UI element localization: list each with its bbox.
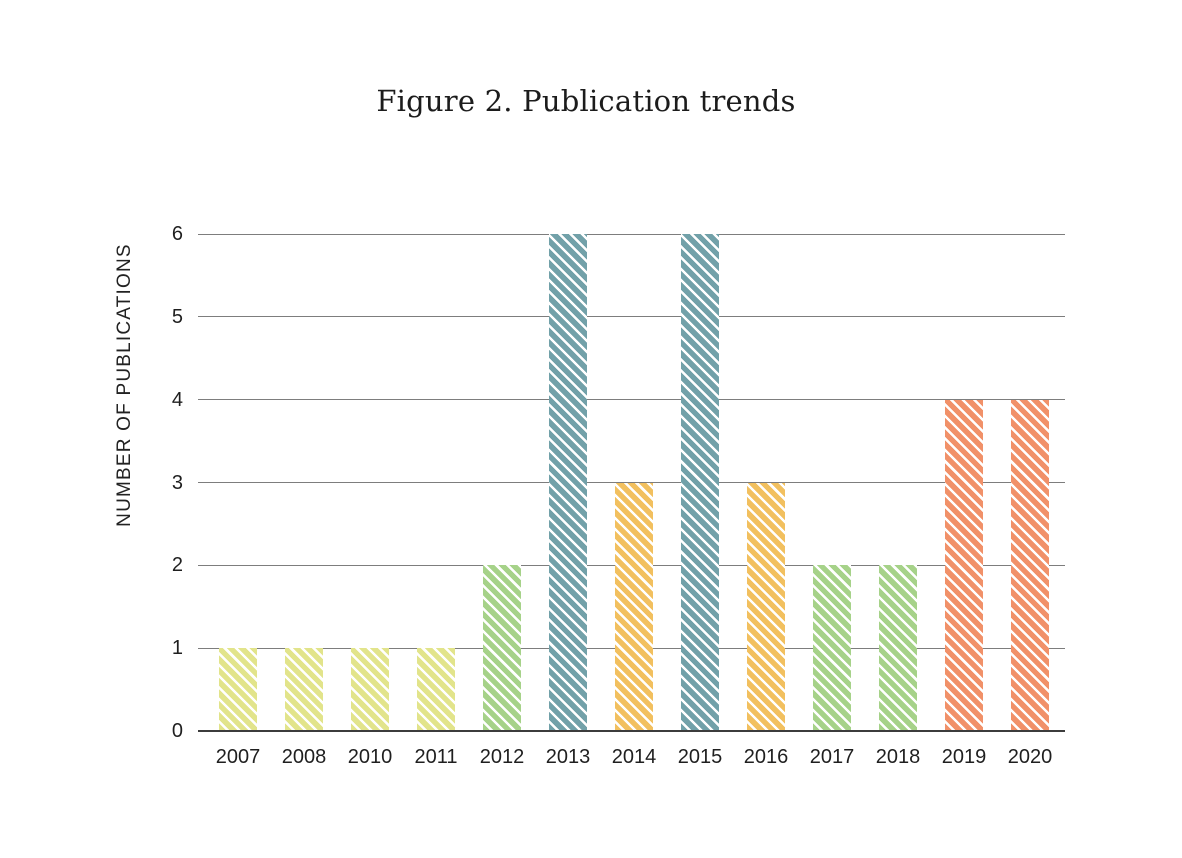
- x-tick-label-2018: 2018: [875, 746, 921, 768]
- bar-2020: [1011, 399, 1049, 731]
- bar-2017: [813, 565, 851, 731]
- bar-2011: [417, 648, 455, 731]
- x-tick-label-2015: 2015: [677, 746, 723, 768]
- bar-2010: [351, 648, 389, 731]
- x-tick-label-2014: 2014: [611, 746, 657, 768]
- bar-2008: [285, 648, 323, 731]
- x-tick-label-2020: 2020: [1007, 746, 1053, 768]
- x-axis-line: [198, 730, 1065, 732]
- bar-2016: [747, 482, 785, 731]
- gridline-5: [198, 316, 1065, 318]
- x-tick-label-2013: 2013: [545, 746, 591, 768]
- y-tick-label-4: 4: [171, 388, 183, 411]
- bar-2019: [945, 399, 983, 731]
- x-tick-label-2010: 2010: [347, 746, 393, 768]
- gridline-4: [198, 399, 1065, 401]
- y-tick-label-2: 2: [171, 554, 183, 577]
- x-tick-label-2016: 2016: [743, 746, 789, 768]
- y-tick-label-5: 5: [171, 305, 183, 328]
- y-tick-label-1: 1: [171, 637, 183, 660]
- x-tick-label-2011: 2011: [414, 746, 458, 768]
- x-tick-label-2012: 2012: [479, 746, 525, 768]
- gridline-6: [198, 233, 1065, 235]
- x-tick-label-2007: 2007: [215, 746, 261, 768]
- bar-2018: [879, 565, 917, 731]
- x-tick-label-2017: 2017: [809, 746, 855, 768]
- y-tick-label-3: 3: [171, 471, 183, 494]
- bar-2015: [681, 234, 719, 731]
- x-tick-label-2019: 2019: [941, 746, 987, 768]
- bar-2012: [483, 565, 521, 731]
- chart-title: Figure 2. Publication trends: [376, 84, 796, 118]
- y-tick-label-0: 0: [171, 720, 183, 742]
- x-tick-label-2008: 2008: [281, 746, 327, 768]
- bar-2007: [219, 648, 257, 731]
- y-tick-label-6: 6: [171, 223, 183, 245]
- bar-2014: [615, 482, 653, 731]
- bar-2013: [549, 234, 587, 731]
